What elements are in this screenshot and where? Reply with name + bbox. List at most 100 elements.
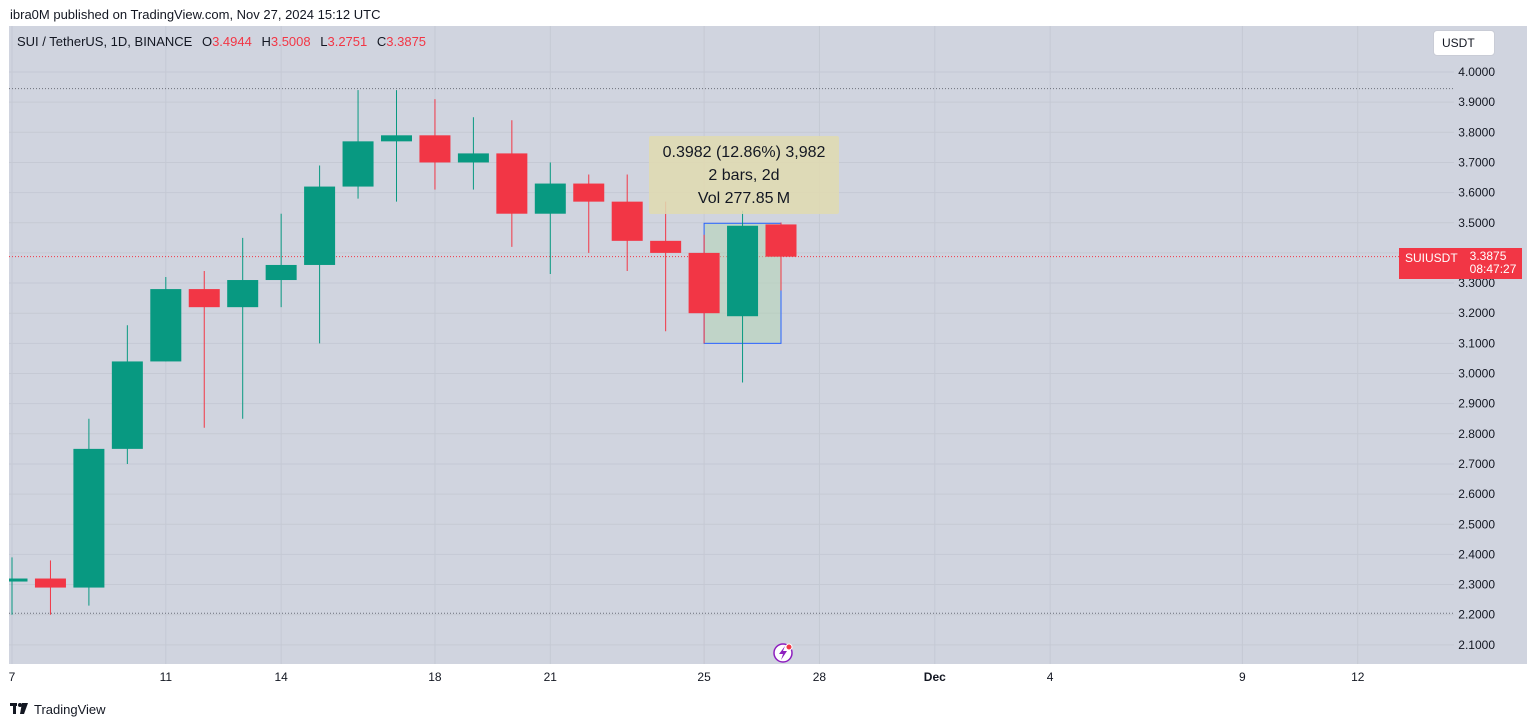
currency-button[interactable]: USDT (1433, 30, 1495, 56)
grid (9, 26, 1454, 664)
x-tick-label: 9 (1239, 670, 1246, 684)
y-tick-label: 2.9000 (1458, 397, 1495, 411)
low-label: L (320, 34, 328, 49)
close-value: 3.3875 (386, 34, 427, 49)
candle (457, 117, 489, 190)
candle-body (611, 201, 643, 241)
high-label: H (261, 34, 271, 49)
candle-body (265, 264, 297, 281)
candle-body (573, 183, 605, 202)
y-tick-label: 4.0000 (1458, 65, 1495, 79)
low-value: 3.2751 (327, 34, 368, 49)
chart-legend: SUI / TetherUS, 1D, BINANCE O3.4944 H3.5… (17, 34, 426, 49)
y-tick-label: 3.2000 (1458, 306, 1495, 320)
published-caption: ibra0M published on TradingView.com, Nov… (10, 7, 381, 22)
horizontal-lines (9, 88, 1454, 614)
symbol-label[interactable]: SUI / TetherUS, 1D, BINANCE (17, 34, 193, 49)
candle-body (342, 141, 374, 187)
y-tick-label: 2.1000 (1458, 638, 1495, 652)
footer-brand[interactable]: TradingView (34, 702, 106, 717)
flash-event-icon[interactable] (773, 643, 793, 663)
candle-body (650, 240, 682, 253)
y-tick-label: 2.4000 (1458, 547, 1495, 561)
y-tick-label: 2.7000 (1458, 457, 1495, 471)
x-tick-label: 28 (812, 670, 827, 684)
y-tick-label: 3.7000 (1458, 155, 1495, 169)
candle-body (34, 578, 66, 588)
x-tick-label: 25 (697, 670, 711, 684)
candle (727, 210, 759, 383)
x-tick-label: 11 (159, 670, 173, 684)
candle-body (727, 225, 759, 317)
candle-body (150, 289, 182, 362)
x-tick-label: 7 (8, 670, 16, 684)
candle-body (73, 448, 105, 588)
candle-body (534, 183, 566, 214)
measure-tooltip: 0.3982 (12.86%) 3,982 2 bars, 2d Vol 277… (649, 136, 839, 214)
candle (111, 325, 143, 464)
x-tick-label: 4 (1046, 670, 1054, 684)
candles (9, 90, 797, 615)
candle-body (688, 252, 720, 314)
price-tag-countdown: 08:47:27 (1469, 262, 1517, 276)
x-tick-label: 12 (1351, 670, 1365, 684)
high-value: 3.5008 (270, 34, 311, 49)
open-value: 3.4944 (212, 34, 252, 49)
candle-body (496, 153, 528, 214)
footer: TradingView (10, 702, 106, 717)
candle (73, 418, 105, 606)
y-tick-label: 3.8000 (1458, 125, 1495, 139)
candle (34, 560, 66, 615)
chart-area[interactable]: 4.00003.90003.80003.70003.60003.50003.40… (9, 26, 1527, 664)
candle (496, 120, 528, 247)
candle (419, 99, 451, 190)
candle (9, 557, 28, 615)
candle-body (457, 153, 489, 163)
candle (534, 162, 566, 275)
candle (342, 90, 374, 199)
candle (573, 174, 605, 253)
price-tag-symbol: SUIUSDT (1405, 251, 1458, 265)
candle-body (765, 224, 797, 257)
price-tag-price: 3.3875 (1469, 249, 1507, 263)
candle (381, 90, 412, 202)
candle (227, 237, 259, 419)
measure-bars: 2 bars, 2d (708, 167, 780, 184)
candle (611, 174, 643, 271)
x-tick-label: 14 (274, 670, 288, 684)
candle-body (188, 289, 220, 308)
x-tick-label: 18 (428, 670, 442, 684)
candle (688, 234, 720, 344)
candle (265, 213, 297, 308)
y-tick-label: 3.1000 (1458, 336, 1495, 350)
event-icon-layer (773, 643, 793, 663)
candle (650, 201, 682, 332)
candle-body (381, 135, 412, 142)
tradingview-logo-icon[interactable] (10, 702, 28, 717)
current-price-tag: SUIUSDT 3.3875 08:47:27 (1399, 248, 1523, 279)
candle-body (227, 280, 259, 308)
x-tick-label: 21 (543, 670, 557, 684)
y-tick-label: 3.6000 (1458, 186, 1495, 200)
y-tick-label: 3.0000 (1458, 367, 1495, 381)
y-tick-label: 3.5000 (1458, 216, 1495, 230)
y-tick-label: 3.3000 (1458, 276, 1495, 290)
candlestick-chart[interactable]: 4.00003.90003.80003.70003.60003.50003.40… (9, 26, 1527, 664)
measure-volume: Vol 277.85 M (697, 190, 791, 207)
y-axis-ticks: 4.00003.90003.80003.70003.60003.50003.40… (1458, 65, 1495, 652)
candle-body (111, 361, 143, 449)
candle (150, 277, 182, 362)
x-axis[interactable]: 7 11 14 18 21 25 28 Dec 4 9 12 (0, 670, 1536, 690)
y-tick-label: 2.5000 (1458, 517, 1495, 531)
y-tick-label: 3.9000 (1458, 95, 1495, 109)
close-label: C (376, 34, 387, 49)
candle-body (419, 135, 451, 163)
open-label: O (201, 34, 213, 49)
y-tick-label: 2.8000 (1458, 427, 1495, 441)
candle (765, 222, 797, 291)
x-tick-label: Dec (923, 670, 946, 684)
measure-change: 0.3982 (12.86%) 3,982 (662, 144, 826, 161)
candle (188, 270, 220, 428)
y-tick-label: 2.3000 (1458, 578, 1495, 592)
y-tick-label: 2.6000 (1458, 487, 1495, 501)
